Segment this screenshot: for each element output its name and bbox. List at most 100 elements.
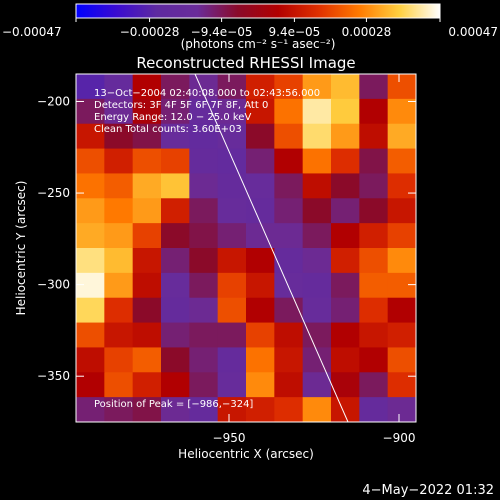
heatmap-cell [76, 322, 105, 349]
heatmap-cell [359, 372, 389, 398]
heatmap-cell [246, 297, 275, 324]
heatmap-cell [246, 248, 275, 274]
heatmap-cell [132, 272, 162, 299]
heatmap-cell [189, 223, 219, 249]
heatmap-cell [161, 347, 190, 373]
heatmap-cell [76, 148, 105, 175]
heatmap-cell [132, 297, 162, 324]
heatmap-cell [76, 173, 105, 199]
heatmap-cell [76, 248, 105, 274]
heatmap-cell [387, 347, 416, 373]
heatmap-cell [274, 397, 304, 422]
heatmap-cell [161, 148, 190, 175]
heatmap-cell [331, 397, 360, 422]
heatmap-cell [161, 198, 190, 224]
y-tick-label: −350 [37, 369, 70, 383]
heatmap-cell [359, 148, 389, 175]
heatmap-cell [331, 198, 360, 224]
heatmap-cell [132, 347, 162, 373]
heatmap-cell [387, 74, 416, 100]
heatmap-cell [387, 223, 416, 249]
heatmap-cell [104, 372, 134, 398]
heatmap-cell [104, 74, 134, 100]
heatmap-cell [246, 148, 275, 175]
heatmap-cell [104, 248, 134, 274]
heatmap-cell [217, 98, 247, 125]
heatmap-cell [217, 322, 247, 349]
plot-annotations: 13−Oct−2004 02:40:08.000 to 02:43:56.000… [94, 88, 320, 410]
heatmap-cell [359, 198, 389, 224]
heatmap-cell [331, 74, 360, 100]
heatmap-cell [217, 372, 247, 398]
colorbar: −0.00047 −0.00028 −9.4e−05 9.4e−05 0.00028 0.… [2, 3, 498, 51]
heatmap-cell [359, 322, 389, 349]
heatmap-cell [387, 98, 416, 125]
heatmap-cell [161, 74, 190, 100]
heatmap-cell [189, 123, 219, 150]
heatmap-cell [189, 347, 219, 373]
heatmap-cell [132, 123, 162, 150]
heatmap-cell [302, 272, 332, 299]
heatmap-cell [302, 173, 332, 199]
heatmap-cell [359, 123, 389, 150]
plot-frame [75, 73, 417, 423]
heatmap-cell [246, 173, 275, 199]
colorbar-tick-label: −0.00028 [120, 25, 180, 39]
heatmap-cell [359, 397, 389, 422]
heatmap-cell [132, 148, 162, 175]
heatmap-cell [331, 123, 360, 150]
chart-title: Reconstructed RHESSI Image [136, 54, 355, 72]
heatmap-cell [359, 98, 389, 125]
heatmap-cell [331, 272, 360, 299]
heatmap-cell [246, 397, 275, 422]
heatmap-cell [302, 372, 332, 398]
heatmap-cell [302, 123, 332, 150]
heatmap-cell [246, 198, 275, 224]
heatmap-cell [217, 248, 247, 274]
heatmap-cell [274, 347, 304, 373]
heatmap-cell [161, 322, 190, 349]
heatmap-cell [76, 74, 105, 100]
heatmap-cell [217, 272, 247, 299]
heatmap-cell [331, 98, 360, 125]
heatmap-cell [132, 74, 162, 100]
annotation-clean-counts: Clean Total counts: 3.60E+03 [94, 124, 242, 135]
heatmap-cell [104, 397, 134, 422]
heatmap-cell [387, 248, 416, 274]
heatmap-cell [302, 223, 332, 249]
heatmap-cell [189, 248, 219, 274]
heatmap-cell [217, 173, 247, 199]
plot-timestamp: 4−May−2022 01:32 [362, 483, 494, 498]
heatmap-cell [161, 272, 190, 299]
heatmap-cell [161, 173, 190, 199]
heatmap-cell [217, 148, 247, 175]
heatmap-cell [302, 397, 332, 422]
heatmap-cell [132, 223, 162, 249]
colorbar-tick-label: 0.00047 [448, 25, 498, 39]
annotation-energy-range: Energy Range: 12.0 − 25.0 keV [94, 112, 251, 123]
heatmap-cell [76, 98, 105, 125]
heatmap-cell [274, 372, 304, 398]
heatmap-cell [217, 198, 247, 224]
colorbar-units: (photons cm⁻² s⁻¹ asec⁻²) [181, 37, 336, 51]
heatmap-cell [274, 223, 304, 249]
heatmap-cell [104, 148, 134, 175]
heatmap-cell [217, 297, 247, 324]
heatmap-cell [217, 347, 247, 373]
y-tick-label: −200 [37, 94, 70, 108]
heatmap-cell [104, 123, 134, 150]
heatmap-cell [331, 322, 360, 349]
heatmap-cell [189, 198, 219, 224]
heatmap-cell [387, 173, 416, 199]
heatmap-cell [217, 223, 247, 249]
heatmap-cell [104, 297, 134, 324]
solar-limb-line [194, 74, 349, 422]
heatmap-cell [331, 223, 360, 249]
y-axis-ticks: −200 −250 −300 −350 [37, 94, 416, 383]
heatmap-cell [104, 272, 134, 299]
heatmap-cell [274, 74, 304, 100]
heatmap-cell [76, 397, 105, 422]
heatmap-cell [302, 148, 332, 175]
heatmap-cell [387, 123, 416, 150]
heatmap-cells [76, 74, 416, 422]
